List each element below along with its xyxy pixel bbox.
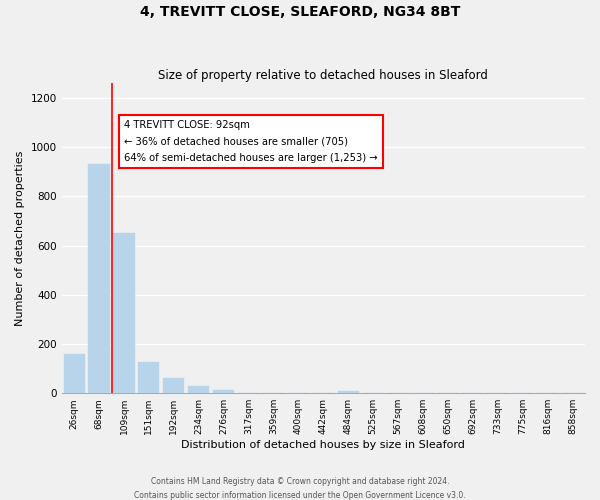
Bar (113, 234, 134, 393)
Bar (88, 164, 110, 393)
Title: Size of property relative to detached houses in Sleaford: Size of property relative to detached ho… (158, 69, 488, 82)
Text: Contains HM Land Registry data © Crown copyright and database right 2024.
Contai: Contains HM Land Registry data © Crown c… (134, 478, 466, 500)
X-axis label: Distribution of detached houses by size in Sleaford: Distribution of detached houses by size … (181, 440, 465, 450)
Bar (163, 378, 184, 393)
Bar (188, 386, 209, 393)
Bar (64, 354, 85, 393)
Bar (213, 390, 234, 393)
Y-axis label: Number of detached properties: Number of detached properties (15, 150, 25, 326)
Bar (338, 390, 359, 393)
Text: 4, TREVITT CLOSE, SLEAFORD, NG34 8BT: 4, TREVITT CLOSE, SLEAFORD, NG34 8BT (140, 5, 460, 19)
Bar (138, 362, 160, 393)
Text: 4 TREVITT CLOSE: 92sqm
← 36% of detached houses are smaller (705)
64% of semi-de: 4 TREVITT CLOSE: 92sqm ← 36% of detached… (124, 120, 378, 163)
